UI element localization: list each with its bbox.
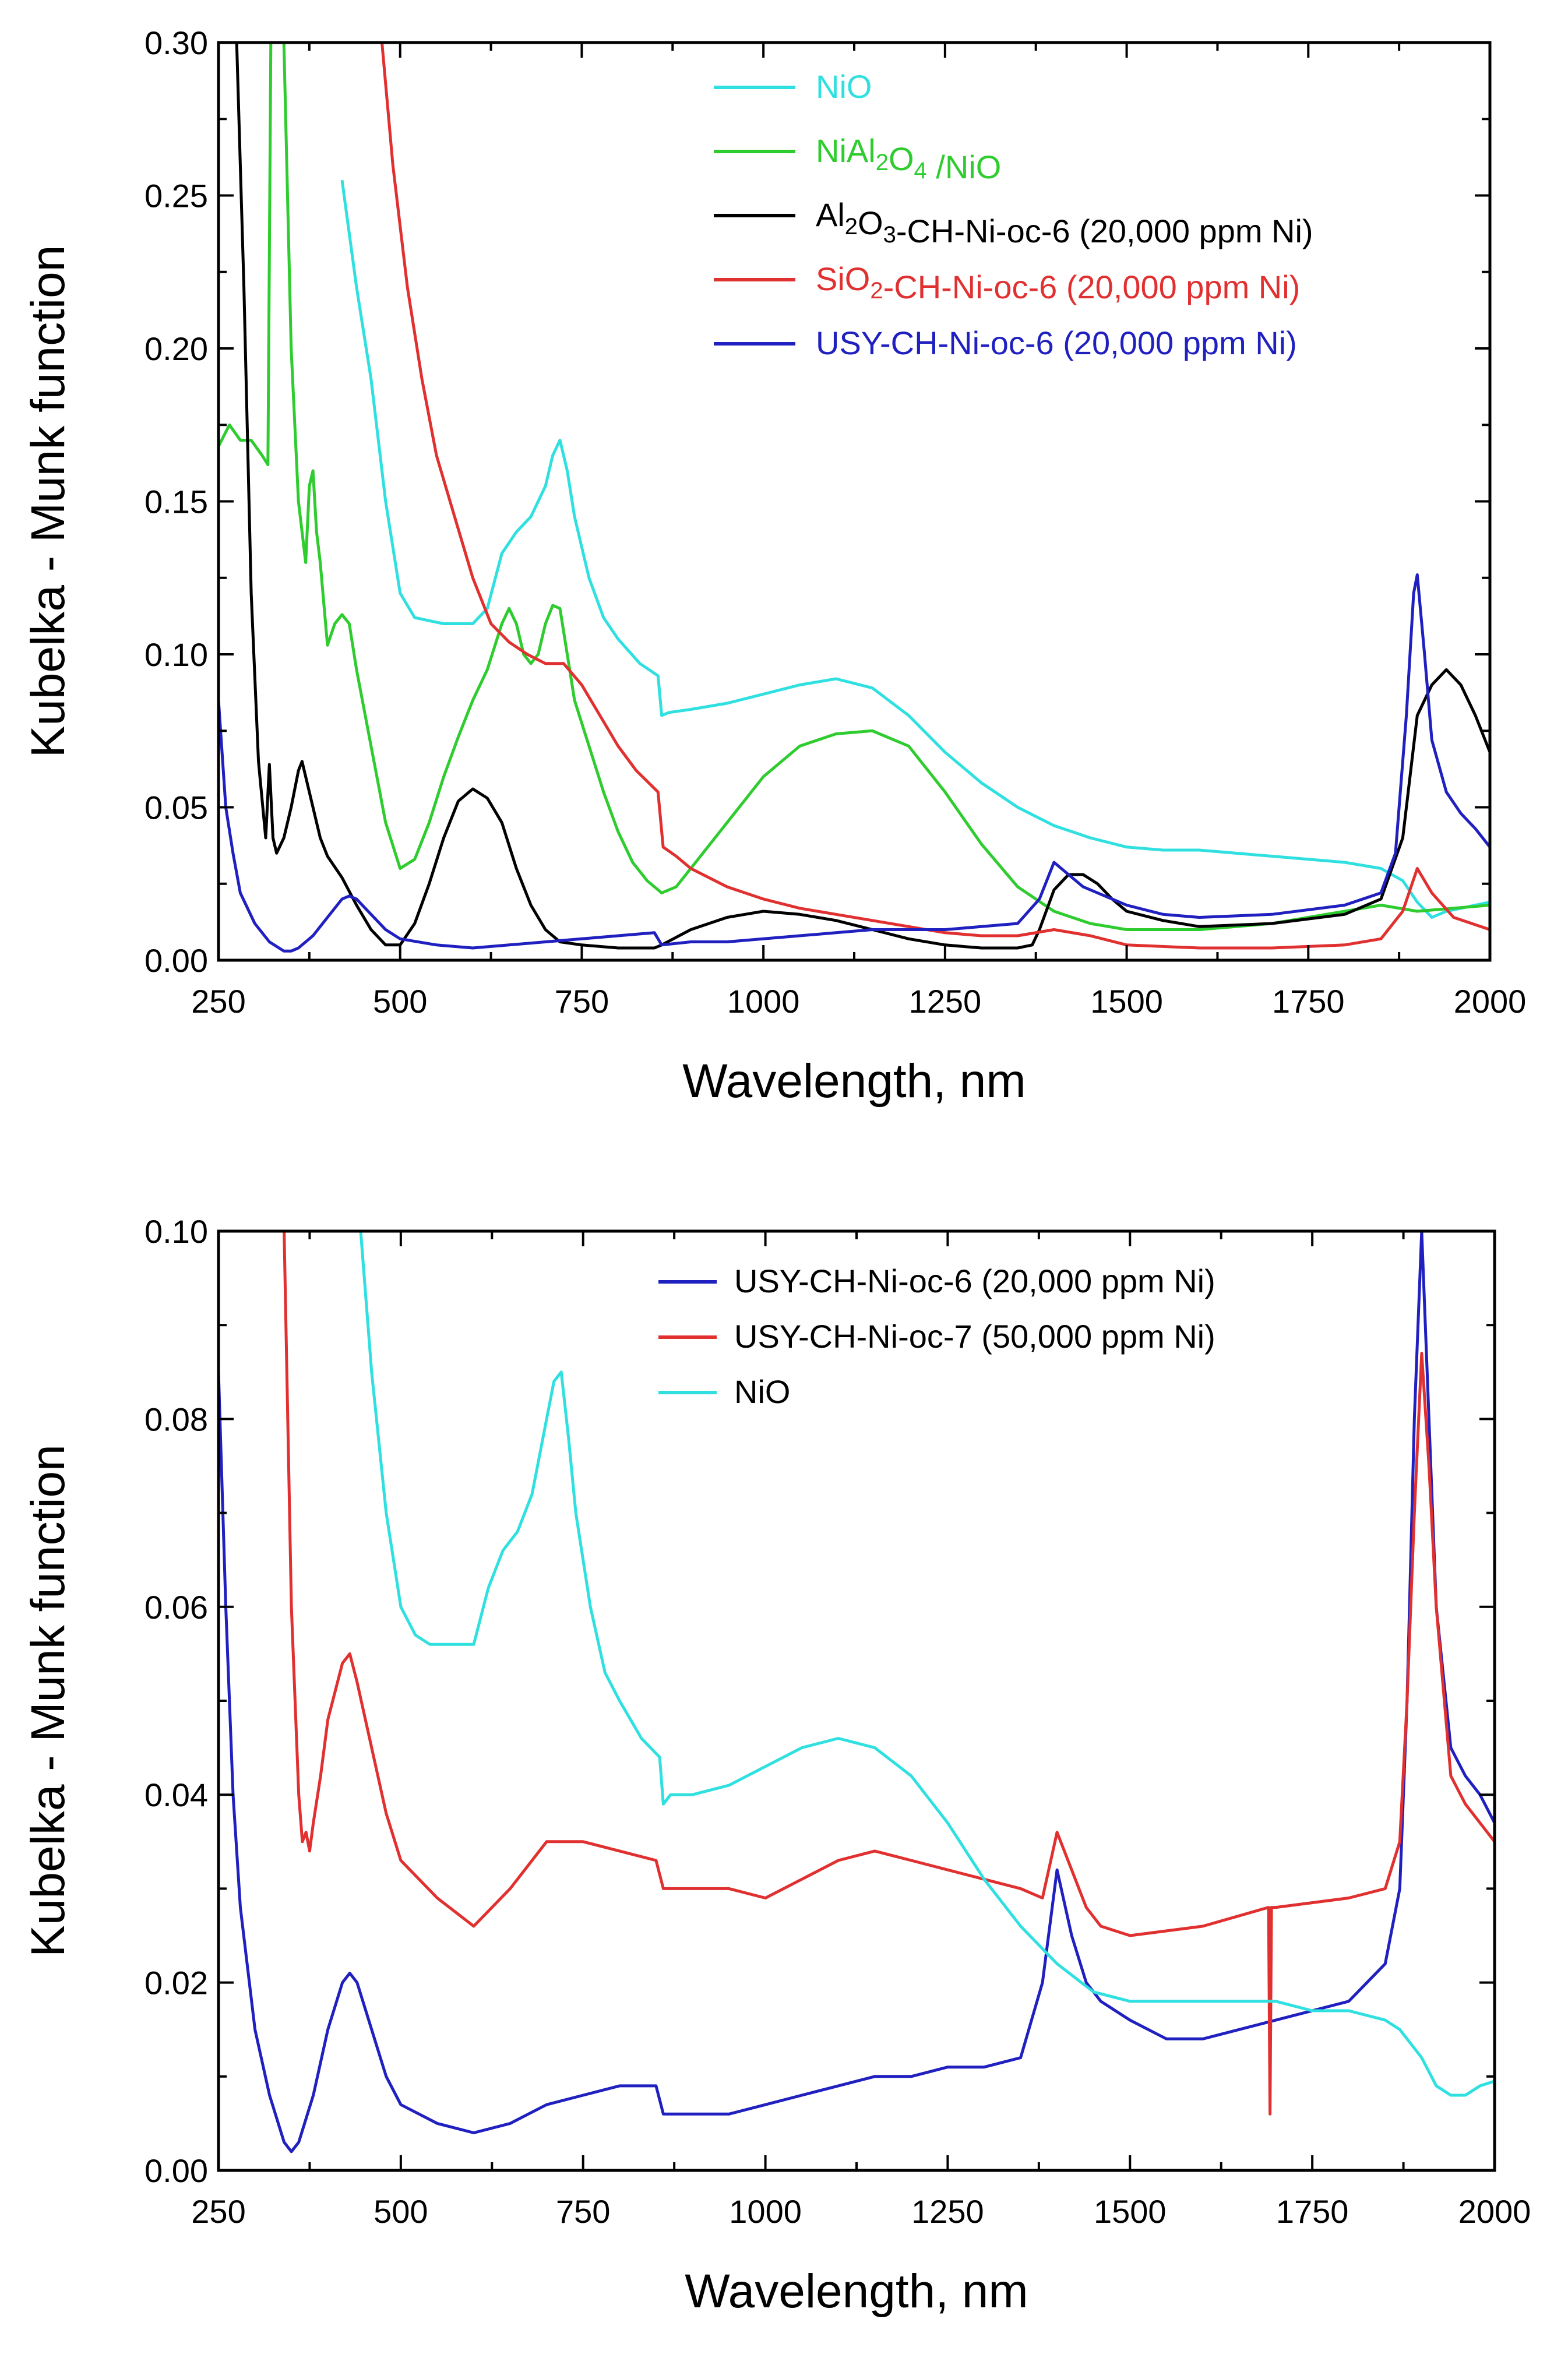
y-tick-label: 0.04 <box>145 1777 208 1813</box>
series-line-sio2-ch-ni-oc-6-20-000-ppm-ni <box>380 43 1490 950</box>
y-tick-label: 0.06 <box>145 1589 208 1626</box>
y-tick-label: 0.02 <box>145 1965 208 2001</box>
series-line-nio <box>340 179 1490 919</box>
x-axis-title: Wavelength, nm <box>682 1055 1026 1108</box>
chart-bottom: 250 500 750 1000 1250 1500 1750 2000 0.00 0.02 0.0… <box>22 1213 1531 2318</box>
x-axis-title: Wavelength, nm <box>685 2265 1028 2318</box>
y-tick-label: 0.10 <box>145 636 208 673</box>
x-tick-label: 250 <box>191 2193 245 2230</box>
x-tick-label: 1250 <box>911 2193 984 2230</box>
series-line-usy-ch-ni-oc-6-20-000-ppm-ni <box>219 1231 1495 2153</box>
x-tick-label: 2000 <box>1458 2193 1531 2230</box>
x-tick-label: 750 <box>555 983 609 1020</box>
legend-label-nio: NiO <box>816 68 872 105</box>
x-tick-label: 2000 <box>1454 983 1527 1020</box>
y-tick-label: 0.00 <box>145 2152 208 2189</box>
legend-label-usy-ch-ni-oc-7-50-000-ppm-ni: USY-CH-Ni-oc-7 (50,000 ppm Ni) <box>734 1318 1215 1355</box>
legend-label-al2o3-ch-ni-oc-6-20-000-ppm-ni: Al2O3-CH-Ni-oc-6 (20,000 ppm Ni) <box>816 196 1313 249</box>
x-tick-label: 1000 <box>729 2193 802 2230</box>
x-tick-label: 1750 <box>1276 2193 1349 2230</box>
x-tick-label: 500 <box>373 983 427 1020</box>
y-tick-label: 0.20 <box>145 330 208 367</box>
legend-label-nial2o4-nio: NiAl2O4 /NiO <box>816 132 1001 185</box>
x-tick-label: 1500 <box>1090 983 1163 1020</box>
x-tick-label: 250 <box>191 983 245 1020</box>
legend: USY-CH-Ni-oc-6 (20,000 ppm Ni) USY-CH-Ni-… <box>658 1263 1215 1410</box>
x-tick-label: 1500 <box>1094 2193 1167 2230</box>
x-tick-label: 750 <box>556 2193 610 2230</box>
y-tick-label: 0.08 <box>145 1401 208 1437</box>
chart-top: 250 500 750 1000 1250 1500 1750 2000 0.00 0.05 0.1… <box>22 24 1526 1108</box>
legend-label-sio2-ch-ni-oc-6-20-000-ppm-ni: SiO2-CH-Ni-oc-6 (20,000 ppm Ni) <box>816 260 1300 305</box>
y-tick-label: 0.25 <box>145 178 208 214</box>
y-tick-label: 0.30 <box>145 24 208 61</box>
y-tick-label: 0.05 <box>145 789 208 826</box>
y-tick-label: 0.15 <box>145 484 208 520</box>
series-line-nio <box>359 1231 1495 2097</box>
series-line-nial2o4-nio <box>219 43 1490 931</box>
legend-label-usy-ch-ni-oc-6-20-000-ppm-ni: USY-CH-Ni-oc-6 (20,000 ppm Ni) <box>734 1263 1215 1299</box>
legend-label-usy-ch-ni-oc-6-20-000-ppm-ni: USY-CH-Ni-oc-6 (20,000 ppm Ni) <box>816 325 1297 361</box>
y-axis-title: Kubelka - Munk function <box>22 1444 75 1957</box>
x-tick-label: 500 <box>373 2193 428 2230</box>
y-tick-label: 0.00 <box>145 942 208 979</box>
x-tick-label: 1750 <box>1272 983 1345 1020</box>
legend-label-nio: NiO <box>734 1373 790 1410</box>
plot-frame <box>217 41 1492 962</box>
plot-frame <box>217 1229 1496 2172</box>
y-tick-label: 0.10 <box>145 1213 208 1250</box>
legend: NiO NiAl2O4 /NiO Al2O3-CH-Ni-oc-6 (20,000 … <box>714 68 1313 361</box>
series-line-usy-ch-ni-oc-7-50-000-ppm-ni <box>283 1231 1495 2116</box>
series-line-usy-ch-ni-oc-6-20-000-ppm-ni <box>219 573 1490 953</box>
series-line-al2o3-ch-ni-oc-6-20-000-ppm-ni <box>235 43 1490 950</box>
y-axis-title: Kubelka - Munk function <box>22 245 75 758</box>
x-tick-label: 1250 <box>909 983 982 1020</box>
x-tick-label: 1000 <box>727 983 800 1020</box>
